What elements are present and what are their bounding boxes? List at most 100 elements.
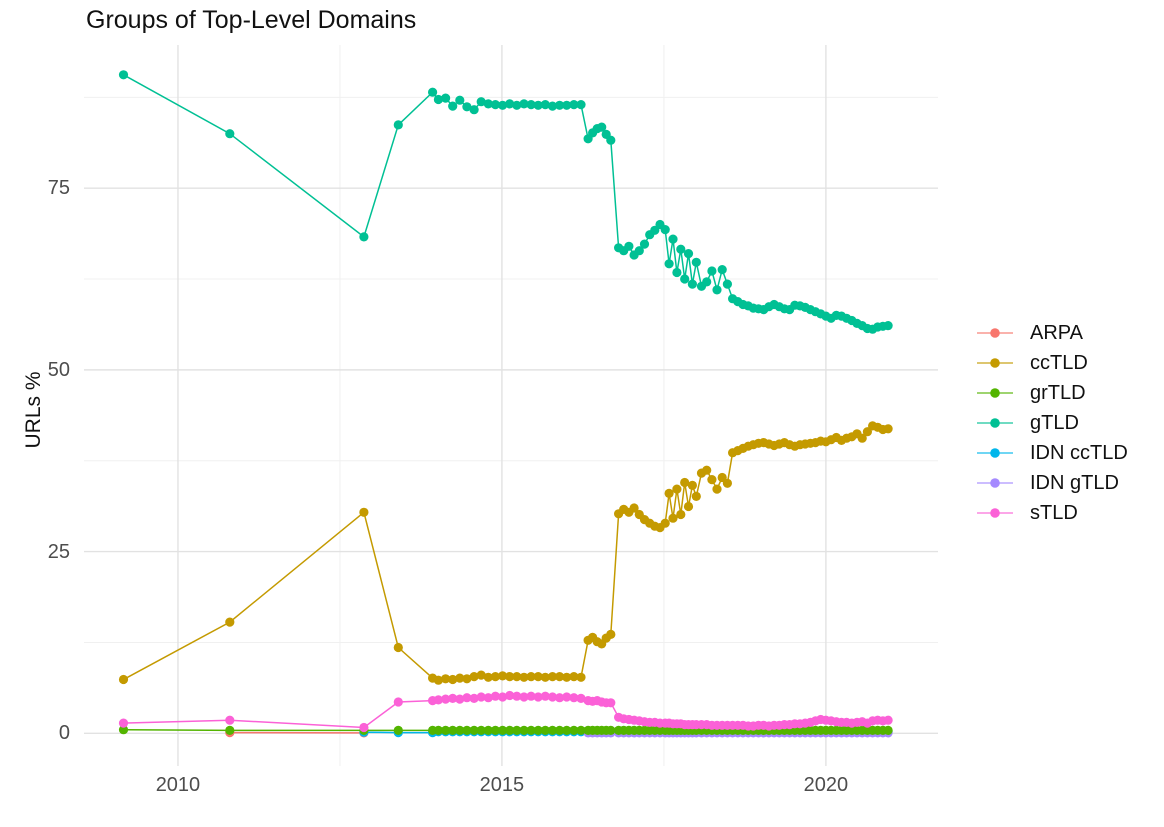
data-point bbox=[562, 725, 572, 736]
data-point bbox=[455, 694, 465, 704]
data-point bbox=[225, 715, 235, 725]
data-point bbox=[722, 478, 733, 488]
legend-key-point bbox=[990, 358, 1000, 368]
data-point bbox=[533, 672, 543, 682]
legend-key-point bbox=[990, 448, 1000, 458]
data-point bbox=[562, 692, 572, 702]
data-point bbox=[433, 675, 443, 685]
data-point bbox=[707, 475, 717, 485]
data-point bbox=[490, 100, 500, 110]
data-point bbox=[639, 239, 650, 249]
data-point bbox=[526, 691, 536, 701]
data-point bbox=[668, 513, 678, 523]
data-point bbox=[555, 100, 565, 110]
data-point bbox=[707, 266, 717, 276]
data-point bbox=[576, 100, 586, 110]
legend-label: ccTLD bbox=[1030, 351, 1088, 374]
data-point bbox=[634, 246, 644, 256]
data-point bbox=[393, 120, 403, 130]
data-point bbox=[547, 672, 558, 682]
data-point bbox=[680, 477, 690, 488]
data-point bbox=[526, 725, 536, 736]
data-point bbox=[490, 672, 500, 682]
data-point bbox=[483, 672, 493, 682]
data-point bbox=[883, 321, 893, 331]
data-point bbox=[533, 725, 543, 736]
data-point bbox=[519, 725, 529, 736]
legend-key-icon bbox=[977, 388, 1013, 398]
data-point bbox=[225, 725, 235, 736]
data-point bbox=[469, 672, 479, 682]
data-point bbox=[606, 135, 616, 145]
data-point bbox=[498, 100, 508, 110]
data-point bbox=[569, 725, 579, 736]
data-point bbox=[547, 101, 558, 111]
data-point bbox=[448, 693, 458, 704]
data-point bbox=[225, 129, 235, 139]
y-axis-tick-label: 25 bbox=[47, 540, 70, 563]
legend-key-point bbox=[990, 418, 1000, 428]
data-point bbox=[526, 672, 536, 682]
data-point bbox=[462, 725, 472, 736]
data-point bbox=[883, 725, 893, 736]
data-point bbox=[540, 100, 550, 110]
data-point bbox=[629, 503, 639, 513]
data-point bbox=[712, 484, 722, 494]
data-point bbox=[691, 491, 701, 501]
data-point bbox=[672, 267, 682, 278]
data-point bbox=[512, 100, 522, 110]
data-point bbox=[476, 692, 486, 702]
series-stld bbox=[118, 690, 893, 733]
data-point bbox=[118, 674, 129, 685]
legend-key-icon bbox=[977, 448, 1013, 458]
legend-label: grTLD bbox=[1030, 381, 1086, 404]
data-point bbox=[883, 424, 893, 434]
data-point bbox=[576, 693, 586, 704]
data-point bbox=[664, 488, 674, 498]
legend-key-icon bbox=[977, 418, 1013, 428]
plot-title: Groups of Top-Level Domains bbox=[86, 6, 417, 34]
data-point bbox=[433, 94, 443, 105]
data-point bbox=[428, 87, 438, 97]
data-point bbox=[576, 672, 586, 682]
legend-item-idn-cctld: IDN ccTLD bbox=[976, 441, 1128, 465]
legend-item-arpa: ARPA bbox=[976, 321, 1083, 345]
y-axis-tick-label: 0 bbox=[58, 722, 70, 745]
legend-item-cctld: ccTLD bbox=[976, 351, 1088, 375]
data-point bbox=[441, 725, 451, 736]
data-point bbox=[533, 692, 543, 702]
data-point bbox=[118, 70, 129, 80]
data-point bbox=[505, 725, 515, 736]
data-point bbox=[562, 100, 572, 110]
data-point bbox=[576, 725, 586, 736]
legend-key-point bbox=[990, 388, 1000, 398]
data-point bbox=[118, 718, 129, 728]
legend-item-gtld: gTLD bbox=[976, 411, 1079, 435]
series-line bbox=[123, 74, 889, 330]
data-point bbox=[606, 725, 616, 736]
data-point bbox=[664, 259, 674, 269]
data-point bbox=[857, 433, 867, 443]
data-point bbox=[547, 692, 558, 702]
legend-label: ARPA bbox=[1030, 321, 1083, 344]
data-point bbox=[498, 692, 508, 702]
legend-label: gTLD bbox=[1030, 411, 1079, 434]
legend-key-icon bbox=[977, 358, 1013, 368]
data-point bbox=[433, 725, 443, 736]
data-point bbox=[555, 725, 565, 736]
data-point bbox=[687, 279, 698, 289]
y-axis-title: URLs % bbox=[22, 371, 45, 449]
data-point bbox=[225, 617, 235, 627]
data-point bbox=[683, 249, 694, 259]
data-point bbox=[393, 642, 403, 653]
data-point bbox=[433, 695, 443, 705]
data-point bbox=[462, 102, 472, 112]
y-axis-tick-label: 50 bbox=[47, 358, 70, 381]
data-point bbox=[717, 265, 727, 275]
data-point bbox=[498, 671, 508, 681]
data-point bbox=[668, 234, 678, 244]
data-point bbox=[462, 693, 472, 703]
data-point bbox=[547, 725, 558, 736]
legend-key-point bbox=[990, 478, 1000, 488]
